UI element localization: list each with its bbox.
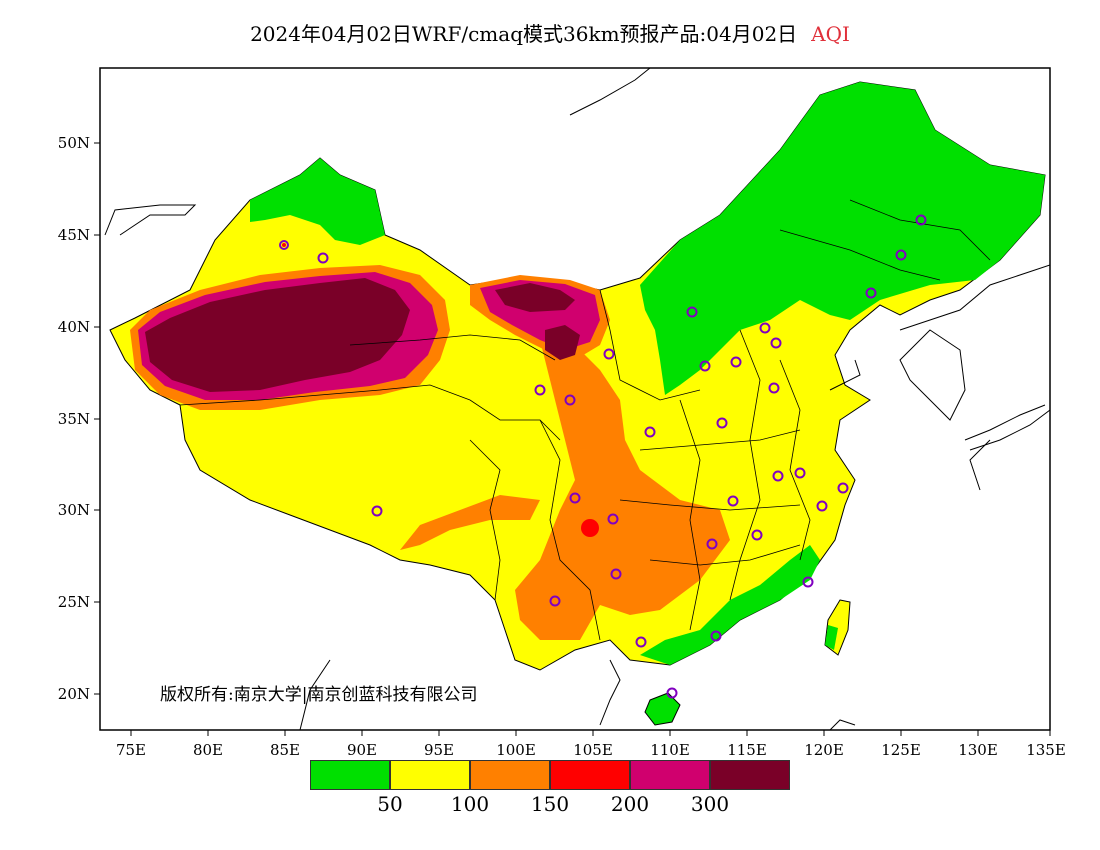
lon-label: 120E (804, 741, 844, 759)
lon-label: 80E (193, 741, 223, 759)
latitude-labels: 50N 45N 40N 35N 30N 25N 20N (58, 134, 90, 703)
region-good-southeast (640, 545, 820, 665)
legend-swatch-unhealthy (550, 760, 630, 790)
lon-label: 125E (881, 741, 921, 759)
longitude-ticks (130, 730, 1051, 736)
region-unhealthy-sensitive-central (515, 340, 730, 640)
province-borders (179, 199, 991, 641)
region-good-northeast (640, 82, 1045, 395)
map-title: 2024年04月02日WRF/cmaq模式36km预报产品:04月02日 AQI (0, 18, 1100, 47)
lon-label: 100E (496, 741, 536, 759)
lon-label: 90E (347, 741, 377, 759)
longitude-labels: 75E 80E 85E 90E 95E 100E 105E 110E 115E … (116, 741, 1066, 759)
region-hainan (644, 692, 681, 726)
neighbor-coastlines (104, 68, 1050, 730)
lon-label: 75E (116, 741, 146, 759)
lon-label: 95E (424, 741, 454, 759)
legend-label: 100 (450, 792, 490, 816)
lat-label: 30N (58, 501, 90, 519)
legend-swatch-unhealthy-sensitive (470, 760, 550, 790)
region-unhealthy-hotspot (581, 519, 599, 537)
region-taiwan-green (825, 625, 838, 650)
copyright-text: 版权所有:南京大学|南京创蓝科技有限公司 (160, 685, 478, 705)
legend-swatch-very-unhealthy (630, 760, 710, 790)
latitude-ticks (94, 142, 100, 695)
region-good-northwest (250, 158, 385, 245)
lon-label: 135E (1026, 741, 1066, 759)
legend-swatch-hazardous (710, 760, 790, 790)
lat-label: 25N (58, 593, 90, 611)
lat-label: 20N (58, 685, 90, 703)
lon-label: 110E (650, 741, 690, 759)
station-markers (279, 214, 927, 699)
title-text: 2024年04月02日WRF/cmaq模式36km预报产品:04月02日 (250, 22, 798, 46)
lon-label: 115E (727, 741, 767, 759)
lat-label: 40N (58, 318, 90, 336)
lon-label: 85E (270, 741, 300, 759)
legend-label: 200 (610, 792, 650, 816)
station-hotspot-dot (282, 243, 286, 247)
region-unhealthy-sensitive-tibet (400, 495, 540, 550)
legend-label: 300 (690, 792, 730, 816)
lon-label: 105E (573, 741, 613, 759)
lat-label: 35N (58, 410, 90, 428)
map-frame (99, 67, 1051, 731)
region-hazardous-gobi (495, 283, 575, 312)
legend-swatch-good (310, 760, 390, 790)
lat-label: 50N (58, 134, 90, 152)
region-hazardous-tarim (145, 278, 410, 392)
title-variable: AQI (811, 22, 850, 46)
lat-label: 45N (58, 226, 90, 244)
legend-label: 50 (377, 792, 403, 816)
legend-label: 150 (530, 792, 570, 816)
lon-label: 130E (958, 741, 998, 759)
region-hazardous-gobi-2 (545, 325, 580, 360)
legend-swatch-moderate (390, 760, 470, 790)
